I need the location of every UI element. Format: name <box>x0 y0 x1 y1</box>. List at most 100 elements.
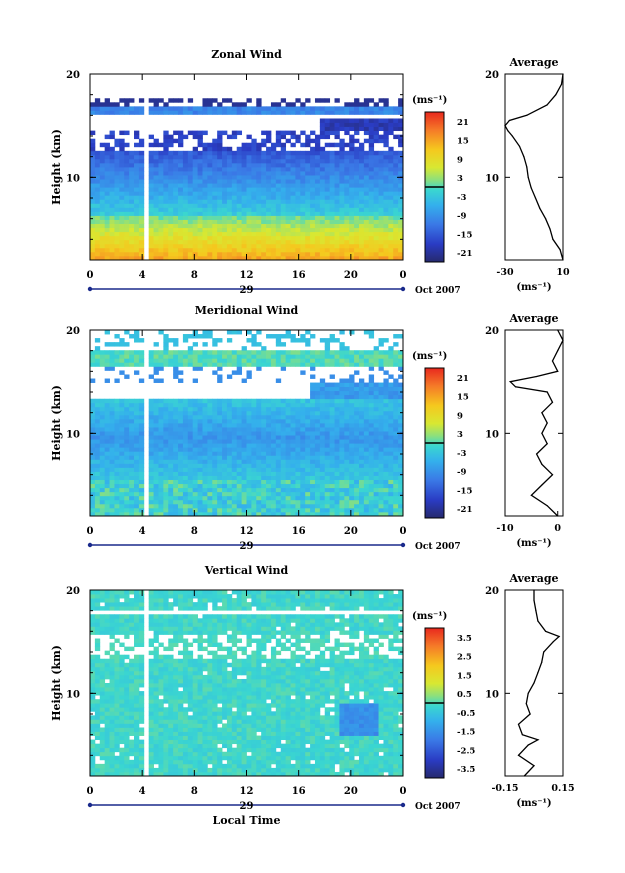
profile-point <box>536 375 538 378</box>
date-month: Oct 2007 <box>415 802 461 812</box>
colorbar-tick-label: 3 <box>457 174 463 184</box>
zonal-panel: Zonal Wind 10 20 Height (km) 0 4 8 12 16 20 0 29 Oct… <box>50 48 570 296</box>
profile-point <box>526 166 528 168</box>
x-tick-label: 0 <box>400 526 407 537</box>
x-tick-label: 8 <box>191 526 198 537</box>
date-axis-start <box>87 802 93 808</box>
x-tick-label: 0 <box>400 270 407 281</box>
profile-point <box>508 119 510 122</box>
colorbar-tick-label: -3 <box>457 193 467 203</box>
profile-point <box>533 599 535 601</box>
date-axis-end <box>400 802 406 808</box>
x-tick-label: 0 <box>87 786 94 797</box>
y-tick-label: 10 <box>66 173 80 184</box>
profile-point <box>555 94 557 96</box>
profile-x-tick-label: -30 <box>496 267 514 278</box>
y-tick-label: 20 <box>66 326 80 337</box>
profile-frame <box>504 73 564 261</box>
zonal-ylabel: Height (km) <box>50 129 63 205</box>
zonal-colorbar: (ms⁻¹) 21 15 9 3 -3 -9 -15 -21 <box>412 95 472 263</box>
profile-point <box>537 739 539 741</box>
profile-point <box>552 641 554 643</box>
profile-point <box>527 176 529 178</box>
profile-point <box>527 692 529 694</box>
profile-x-tick-label: 0.15 <box>551 783 574 794</box>
profile-point <box>546 104 548 106</box>
colorbar-tick-label: 0.5 <box>457 690 472 700</box>
colorbar-tick-label: 2.5 <box>457 653 472 663</box>
profile-point <box>562 73 564 75</box>
profile-title: Average <box>508 572 558 585</box>
profile-point <box>557 515 559 517</box>
x-tick-label: 8 <box>191 270 198 281</box>
colorbar-tick-label: 21 <box>457 374 469 384</box>
y-tick-label: 10 <box>66 689 80 700</box>
vertical-title: Vertical Wind <box>204 564 289 577</box>
colorbar-tick-label: 15 <box>457 137 469 147</box>
x-tick-label: 4 <box>139 786 146 797</box>
profile-point <box>535 610 537 612</box>
meridional-ylabel: Height (km) <box>50 385 63 461</box>
colorbar-tick-label: -15 <box>457 230 472 240</box>
profile-point <box>525 703 527 705</box>
profile-y-tick-label: 10 <box>485 429 499 440</box>
colorbar-tick-label: 9 <box>457 411 463 421</box>
x-tick-label: 20 <box>344 270 358 281</box>
meridional-average-profile: Average 10 20 -10 0(ms⁻¹) <box>485 312 564 549</box>
colorbar-tick-label: -2.5 <box>457 746 475 756</box>
profile-point <box>541 463 543 465</box>
profile-point <box>509 381 511 383</box>
profile-x-tick-label: 10 <box>556 267 570 278</box>
x-tick-label: 16 <box>292 270 306 281</box>
y-tick-label: 20 <box>66 586 80 597</box>
profile-point <box>526 114 528 116</box>
colorbar-unit: (ms⁻¹) <box>412 351 447 362</box>
date-day: 29 <box>240 285 254 296</box>
zonal-heatmap <box>90 98 404 261</box>
colorbar-tick-label: -15 <box>457 486 472 496</box>
x-tick-label: 20 <box>344 786 358 797</box>
profile-point <box>504 125 506 127</box>
profile-point <box>546 505 548 507</box>
profile-point <box>514 386 517 388</box>
colorbar-tick-label: -9 <box>457 212 467 222</box>
profile-point <box>541 412 543 414</box>
x-tick-label: 16 <box>292 526 306 537</box>
zonal-title: Zonal Wind <box>211 48 282 61</box>
colorbar-tick-label: 1.5 <box>457 671 472 681</box>
profile-point <box>551 401 554 403</box>
profile-x-tick-label: 0 <box>554 523 561 534</box>
colorbar-tick-label: 3.5 <box>457 634 472 644</box>
date-day: 29 <box>240 541 254 552</box>
colorbar-tick-label: -3 <box>457 449 467 459</box>
profile-y-tick-label: 10 <box>485 689 499 700</box>
y-tick-label: 10 <box>66 429 80 440</box>
zonal-average-profile: Average 10 20 -30 10 (ms⁻¹) <box>485 56 570 293</box>
profile-point <box>533 765 535 767</box>
profile-point <box>546 422 548 424</box>
colorbar-tick-label: 9 <box>457 155 463 165</box>
x-tick-label: 16 <box>292 786 306 797</box>
profile-point <box>545 218 547 220</box>
colorbar-tick-label: 21 <box>457 118 469 128</box>
profile-point <box>541 661 543 663</box>
profile-point <box>533 589 535 591</box>
profile-point <box>552 238 554 240</box>
profile-point <box>559 249 561 251</box>
profile-xlabel: (ms⁻¹) <box>516 282 551 293</box>
profile-point <box>517 754 520 756</box>
profile-point <box>539 207 541 209</box>
profile-point <box>543 651 545 653</box>
profile-point <box>545 630 547 632</box>
profile-point <box>537 620 539 622</box>
profile-point <box>557 350 559 352</box>
colorbar-tick-label: -21 <box>457 249 472 259</box>
profile-point <box>523 775 525 777</box>
x-tick-label: 20 <box>344 526 358 537</box>
profile-point <box>551 474 554 476</box>
x-tick-label: 12 <box>240 526 254 537</box>
colorbar-unit: (ms⁻¹) <box>412 95 447 106</box>
profile-y-tick-label: 20 <box>485 586 499 597</box>
colorbar-tick-label: -21 <box>457 505 472 515</box>
